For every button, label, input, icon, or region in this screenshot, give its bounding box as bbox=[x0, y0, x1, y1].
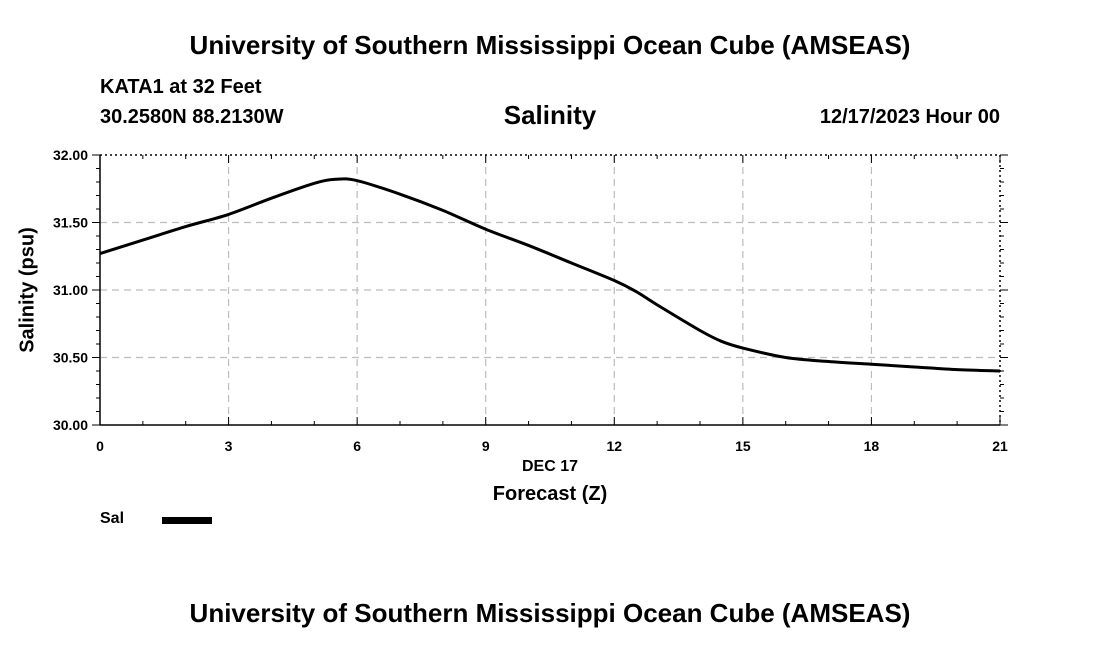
y-tick-label: 31.00 bbox=[53, 282, 88, 298]
x-axis-date-label: DEC 17 bbox=[521, 458, 579, 475]
x-tick-label: 0 bbox=[96, 438, 104, 454]
x-tick-label: 15 bbox=[735, 438, 751, 454]
legend-swatch-sal bbox=[162, 517, 212, 524]
x-tick-label: 6 bbox=[353, 438, 361, 454]
y-tick-label: 31.50 bbox=[53, 215, 88, 231]
x-tick-label: 21 bbox=[992, 438, 1008, 454]
station-label: KATA1 at 32 Feet bbox=[100, 76, 262, 98]
parameter-title: Salinity bbox=[503, 100, 597, 130]
grid-layer bbox=[100, 155, 1000, 425]
x-tick-label: 3 bbox=[225, 438, 233, 454]
y-tick-label: 30.50 bbox=[53, 350, 88, 366]
x-tick-label: 9 bbox=[482, 438, 490, 454]
y-tick-label: 30.00 bbox=[53, 417, 88, 433]
tick-layer: 0 3 6 9 12 15 18 21 30.00 30.50 31.00 31.50 32.00 bbox=[53, 147, 1008, 454]
series-line-sal bbox=[99, 177, 1001, 373]
x-tick-label: 18 bbox=[864, 438, 880, 454]
chart-title: University of Southern Mississippi Ocean… bbox=[189, 30, 911, 60]
forecast-datetime: 12/17/2023 Hour 00 bbox=[819, 106, 1000, 128]
station-coordinates: 30.2580N 88.2130W bbox=[100, 106, 284, 128]
x-tick-label: 12 bbox=[606, 438, 622, 454]
x-axis-label: Forecast (Z) bbox=[492, 483, 608, 505]
footer-title: University of Southern Mississippi Ocean… bbox=[189, 598, 911, 628]
y-axis-label: Salinity (psu) bbox=[16, 227, 39, 353]
y-tick-label: 32.00 bbox=[53, 147, 88, 163]
legend-label-sal: Sal bbox=[100, 510, 125, 527]
series-layer bbox=[99, 177, 1001, 373]
